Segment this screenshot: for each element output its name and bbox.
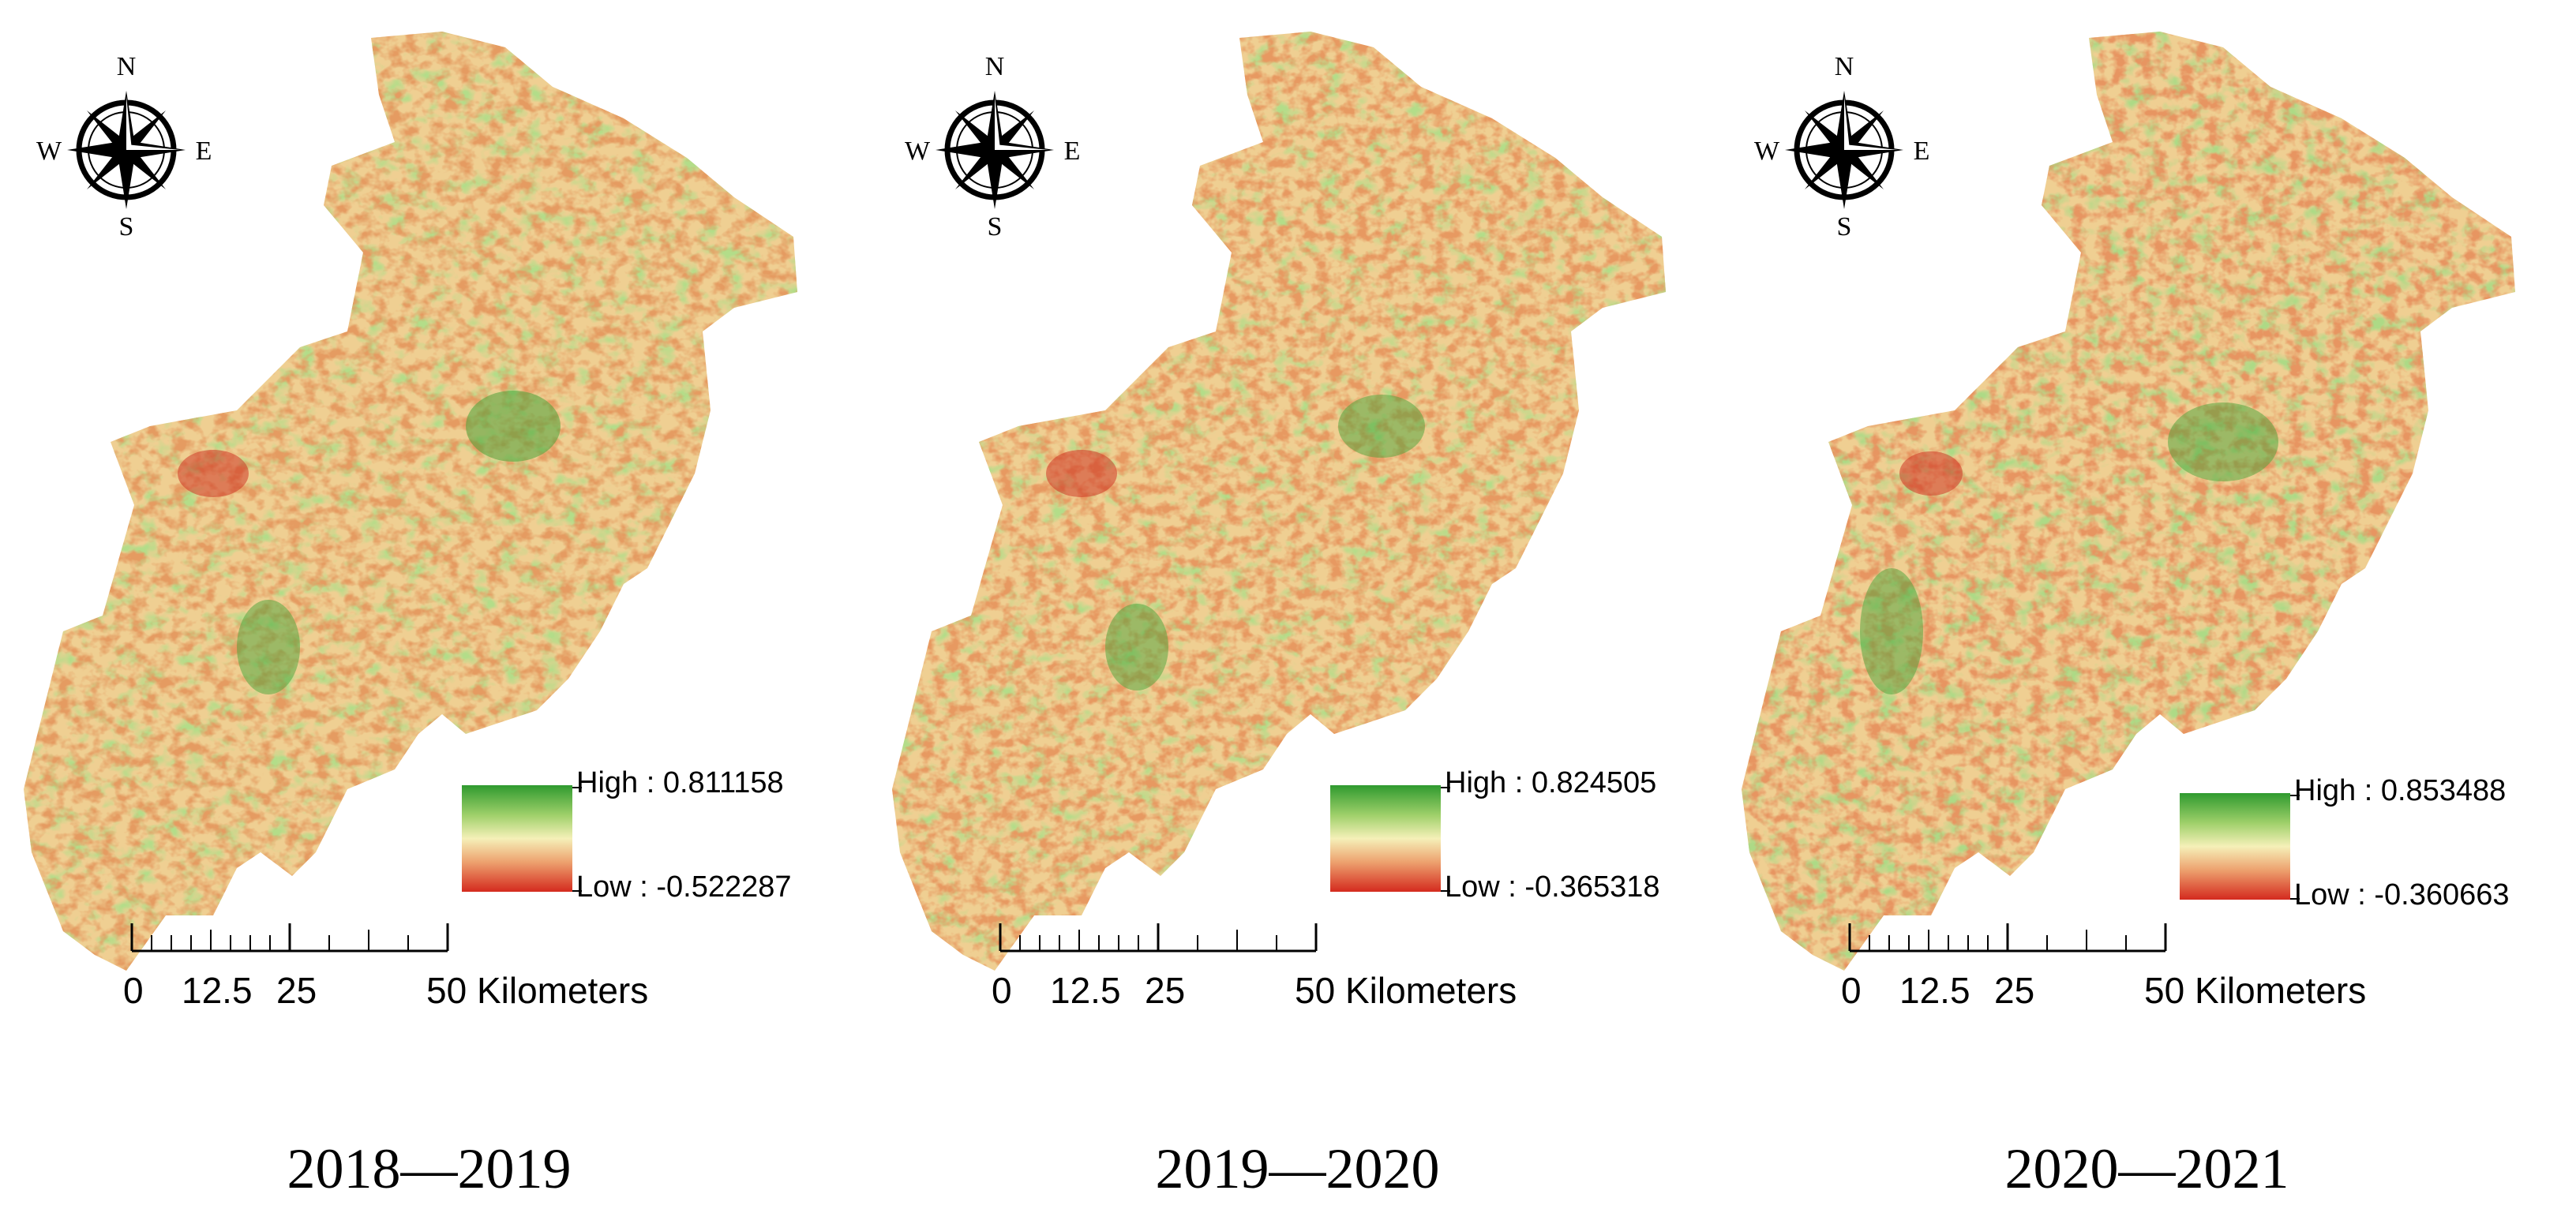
scale-tick-0: 0	[992, 970, 1012, 1011]
scale-tick-0: 0	[1841, 970, 1862, 1011]
compass-west-label: W	[905, 137, 931, 166]
legend-high-label: High : 0.853488	[2294, 774, 2507, 807]
scale-tick-12-5: 12.5	[1899, 970, 1970, 1011]
legend-high-tick	[2290, 795, 2300, 796]
legend-high-label: High : 0.824505	[1445, 766, 1657, 799]
legend-low-tick	[1441, 890, 1450, 892]
legend-low-label: Low : -0.522287	[576, 870, 792, 904]
scale-tick-25: 25	[1145, 970, 1186, 1011]
scale-tick-12-5: 12.5	[1050, 970, 1121, 1011]
legend-low-tick	[572, 890, 582, 892]
compass-east-label: E	[196, 137, 212, 166]
legend: High : 0.811158 Low : -0.522287	[462, 766, 857, 911]
legend: High : 0.824505 Low : -0.365318	[1330, 766, 1725, 911]
compass-rose-icon: N S W E	[905, 52, 1081, 241]
scale-bar-graphic	[130, 923, 449, 953]
legend-high-label: High : 0.811158	[576, 766, 784, 799]
compass-north-label: N	[117, 52, 137, 81]
scale-bar: 0 12.5 25 50 Kilometers	[979, 908, 1563, 1026]
period-label: 2019—2020	[1155, 1137, 1440, 1200]
legend-high-tick	[1441, 787, 1450, 788]
period-label: 2018—2019	[287, 1137, 572, 1200]
legend-low-label: Low : -0.360663	[2294, 878, 2510, 911]
scale-bar-graphic	[999, 923, 1318, 953]
compass-rose-icon: N S W E	[1754, 52, 1930, 241]
compass-east-label: E	[1914, 137, 1930, 166]
legend-color-ramp	[2180, 793, 2290, 900]
compass-north-label: N	[985, 52, 1005, 81]
period-label: 2020—2021	[2004, 1137, 2289, 1200]
compass-south-label: S	[988, 212, 1003, 241]
compass-west-label: W	[36, 137, 62, 166]
map-panel-2: N S W E High : 0.824505 Low : -0.365318	[868, 0, 1727, 1224]
compass-south-label: S	[1837, 212, 1852, 241]
compass-west-label: W	[1754, 137, 1780, 166]
compass-north-label: N	[1835, 52, 1854, 81]
scale-tick-12-5: 12.5	[182, 970, 253, 1011]
map-panel-1: N S W E High : 0.811158 Low : -0.522287	[0, 0, 858, 1224]
scale-end-label: 50 Kilometers	[426, 970, 649, 1011]
compass-rose-icon: N S W E	[36, 52, 212, 241]
compass-south-label: S	[119, 212, 134, 241]
raster-map	[892, 32, 1666, 971]
scale-tick-25: 25	[1994, 970, 2035, 1011]
legend-color-ramp	[462, 785, 572, 892]
scale-bar: 0 12.5 25 50 Kilometers	[1828, 908, 2413, 1026]
scale-end-label: 50 Kilometers	[1295, 970, 1517, 1011]
scale-tick-25: 25	[276, 970, 317, 1011]
legend-low-label: Low : -0.365318	[1445, 870, 1660, 904]
scale-bar-graphic	[1848, 923, 2167, 953]
scale-tick-0: 0	[123, 970, 144, 1011]
scale-bar: 0 12.5 25 50 Kilometers	[111, 908, 695, 1026]
legend-color-ramp	[1330, 785, 1441, 892]
compass-east-label: E	[1064, 137, 1081, 166]
map-panel-3: N S W E High : 0.853488 Low : -0.360663	[1718, 0, 2576, 1224]
legend: High : 0.853488 Low : -0.360663	[2180, 774, 2574, 919]
legend-low-tick	[2290, 898, 2300, 900]
scale-end-label: 50 Kilometers	[2144, 970, 2367, 1011]
legend-high-tick	[572, 787, 582, 788]
